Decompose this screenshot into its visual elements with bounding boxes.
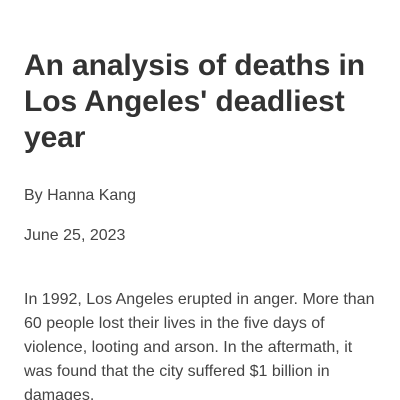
article-paragraph: In 1992, Los Angeles erupted in anger. M… [24,291,375,400]
article-title: An analysis of deaths in Los Angeles' de… [24,49,366,154]
article-byline: By Hanna Kang [24,187,137,204]
article-date: June 25, 2023 [24,227,126,244]
